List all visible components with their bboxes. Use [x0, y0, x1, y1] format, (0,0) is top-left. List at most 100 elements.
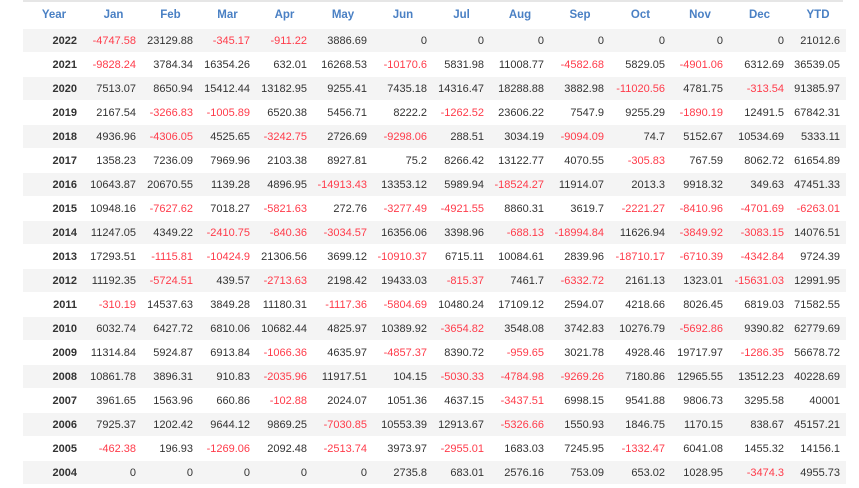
value-cell: 23129.88 — [142, 28, 199, 53]
year-cell: 2008 — [23, 364, 85, 389]
value-cell: -4857.37 — [373, 340, 433, 365]
value-cell: 12913.67 — [433, 412, 490, 437]
value-cell: -3277.49 — [373, 196, 433, 221]
value-cell: 56678.72 — [790, 340, 846, 365]
column-header-oct[interactable]: Oct — [630, 9, 651, 21]
value-cell: 7461.7 — [490, 268, 550, 293]
value-cell: 21306.56 — [256, 244, 313, 269]
value-cell: -345.17 — [199, 28, 256, 53]
value-cell: 10389.92 — [373, 316, 433, 341]
column-header-nov[interactable]: Nov — [689, 9, 711, 21]
value-cell: 8650.94 — [142, 76, 199, 101]
value-cell: 3896.31 — [142, 364, 199, 389]
value-cell: 6427.72 — [142, 316, 199, 341]
value-cell: 11314.84 — [85, 340, 142, 365]
value-cell: -3266.83 — [142, 100, 199, 125]
year-cell: 2017 — [23, 148, 85, 173]
value-cell: 0 — [199, 460, 256, 484]
value-cell: 13353.12 — [373, 172, 433, 197]
value-cell: 10480.24 — [433, 292, 490, 317]
column-header-sep[interactable]: Sep — [569, 9, 591, 21]
value-cell: 47451.33 — [790, 172, 846, 197]
value-cell: -2955.01 — [433, 436, 490, 461]
value-cell: -1269.06 — [199, 436, 256, 461]
value-cell: 4928.46 — [610, 340, 671, 365]
column-header-year[interactable]: Year — [41, 9, 67, 21]
value-cell: -7627.62 — [142, 196, 199, 221]
year-cell: 2011 — [23, 292, 85, 317]
value-cell: 6715.11 — [433, 244, 490, 269]
value-cell: 40228.69 — [790, 364, 846, 389]
value-cell: 9255.41 — [313, 76, 373, 101]
value-cell: 4525.65 — [199, 124, 256, 149]
value-cell: -6710.39 — [671, 244, 729, 269]
year-cell: 2016 — [23, 172, 85, 197]
value-cell: 2594.07 — [550, 292, 610, 317]
column-header-jun[interactable]: Jun — [392, 9, 414, 21]
value-cell: -4582.68 — [550, 52, 610, 77]
value-cell: -4901.06 — [671, 52, 729, 77]
value-cell: 3548.08 — [490, 316, 550, 341]
value-cell: 10948.16 — [85, 196, 142, 221]
column-header-ytd[interactable]: YTD — [806, 9, 830, 21]
value-cell: -10170.6 — [373, 52, 433, 77]
value-cell: 21012.6 — [790, 28, 846, 53]
column-header-feb[interactable]: Feb — [160, 9, 181, 21]
table-row: 2022 -4747.58 23129.88 -345.17 -911.22 3886.6… — [23, 28, 846, 53]
year-cell: 2010 — [23, 316, 85, 341]
value-cell: 3295.58 — [729, 388, 790, 413]
value-cell: 40001 — [790, 388, 846, 413]
value-cell: 910.83 — [199, 364, 256, 389]
value-cell: 11247.05 — [85, 220, 142, 245]
year-cell: 2018 — [23, 124, 85, 149]
value-cell: 7969.96 — [199, 148, 256, 173]
value-cell: 1846.75 — [610, 412, 671, 437]
table-row: 2009 11314.84 5924.87 6913.84 -1066.36 4635.9… — [23, 340, 846, 365]
column-header-jan[interactable]: Jan — [103, 9, 124, 21]
table-row: 2015 10948.16 -7627.62 7018.27 -5821.63 272.7… — [23, 196, 846, 221]
header-row: Year Jan Feb Mar Apr May Jun Jul Aug Sep Oct Nov Dec… — [23, 2, 846, 29]
value-cell: 0 — [433, 28, 490, 53]
table-row: 2016 10643.87 20670.55 1139.28 4896.95 -14913… — [23, 172, 846, 197]
year-cell: 2020 — [23, 76, 85, 101]
column-header-jul[interactable]: Jul — [453, 9, 470, 21]
table-row: 2014 11247.05 4349.22 -2410.75 -840.36 -3034.… — [23, 220, 846, 245]
value-cell: 6998.15 — [550, 388, 610, 413]
value-cell: 6312.69 — [729, 52, 790, 77]
value-cell: 62779.69 — [790, 316, 846, 341]
table-row: 2021 -9828.24 3784.34 16354.26 632.01 16268.5… — [23, 52, 846, 77]
year-cell: 2015 — [23, 196, 85, 221]
year-cell: 2006 — [23, 412, 85, 437]
column-header-mar[interactable]: Mar — [217, 9, 238, 21]
column-header-may[interactable]: May — [331, 9, 355, 21]
value-cell: 8860.31 — [490, 196, 550, 221]
value-cell: -4784.98 — [490, 364, 550, 389]
column-header-dec[interactable]: Dec — [748, 9, 771, 21]
value-cell: -2513.74 — [313, 436, 373, 461]
value-cell: 36539.05 — [790, 52, 846, 77]
value-cell: -5724.51 — [142, 268, 199, 293]
value-cell: -1066.36 — [256, 340, 313, 365]
value-cell: 12491.5 — [729, 100, 790, 125]
table-row: 2013 17293.51 -1115.81 -10424.9 21306.56 3699… — [23, 244, 846, 269]
value-cell: 6913.84 — [199, 340, 256, 365]
value-cell: -4701.69 — [729, 196, 790, 221]
value-cell: -3849.92 — [671, 220, 729, 245]
year-cell: 2004 — [23, 460, 85, 484]
value-cell: -1115.81 — [142, 244, 199, 269]
value-cell: -4747.58 — [85, 28, 142, 53]
value-cell: 753.09 — [550, 460, 610, 484]
column-header-apr[interactable]: Apr — [274, 9, 295, 21]
value-cell: 1323.01 — [671, 268, 729, 293]
column-header-aug[interactable]: Aug — [508, 9, 532, 21]
value-cell: -1286.35 — [729, 340, 790, 365]
value-cell: 9390.82 — [729, 316, 790, 341]
value-cell: -4921.55 — [433, 196, 490, 221]
value-cell: 23606.22 — [490, 100, 550, 125]
value-cell: 6819.03 — [729, 292, 790, 317]
value-cell: 4781.75 — [671, 76, 729, 101]
value-cell: 7435.18 — [373, 76, 433, 101]
value-cell: 71582.55 — [790, 292, 846, 317]
value-cell: 5924.87 — [142, 340, 199, 365]
value-cell: 5456.71 — [313, 100, 373, 125]
